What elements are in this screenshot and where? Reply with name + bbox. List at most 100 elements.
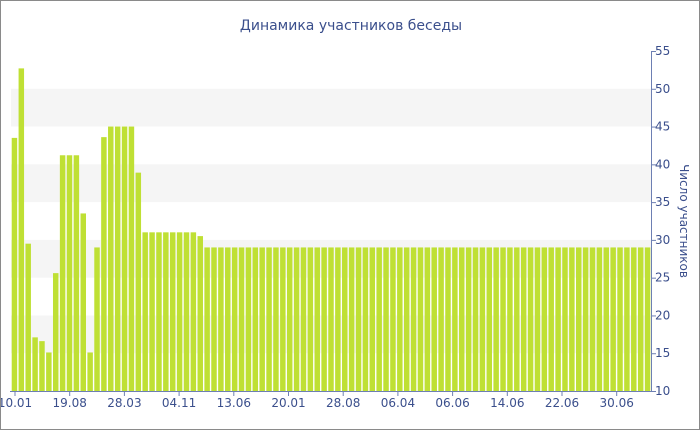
chart-title: Динамика участников беседы <box>240 18 462 34</box>
bar <box>527 247 534 391</box>
bar <box>52 273 59 391</box>
bar <box>204 247 210 391</box>
bar <box>465 247 472 391</box>
bar <box>548 247 554 391</box>
y-tick-label: 10 <box>655 384 670 398</box>
bar <box>390 247 396 391</box>
bar <box>238 247 245 391</box>
x-axis-ticks: 10.01 19.08 28.03 04.11 13.06 20.01 28.08 06.04… <box>1 391 634 410</box>
x-tick-label: 19.08 <box>53 396 87 410</box>
bar <box>459 247 465 391</box>
bar <box>218 247 224 391</box>
y-axis-ticks: 10 15 20 25 30 35 40 45 50 55 <box>651 44 670 398</box>
y-tick-label: 50 <box>655 82 670 96</box>
bar <box>417 247 424 391</box>
x-tick-label: 10.01 <box>1 396 32 410</box>
x-tick-label: 28.03 <box>107 396 141 410</box>
bar <box>348 247 355 391</box>
bar <box>314 247 320 391</box>
bar <box>190 232 197 391</box>
bar <box>562 247 568 391</box>
y-tick-label: 20 <box>655 308 670 322</box>
bar <box>80 213 86 391</box>
bar <box>176 232 183 391</box>
bar <box>438 247 444 391</box>
bar <box>410 247 417 391</box>
bar <box>266 247 272 391</box>
bar <box>121 126 128 391</box>
x-tick-label: 06.04 <box>381 396 415 410</box>
bar <box>259 247 265 391</box>
bar <box>617 247 623 391</box>
bar <box>142 232 148 391</box>
x-tick-label: 06.06 <box>435 396 469 410</box>
bar <box>637 247 644 391</box>
x-tick-label: 20.01 <box>271 396 305 410</box>
bar <box>11 137 18 391</box>
bar <box>39 341 45 391</box>
bar <box>569 247 575 391</box>
bar <box>589 247 596 391</box>
bar <box>87 352 93 391</box>
y-tick-label: 35 <box>655 195 670 209</box>
y-tick-label: 55 <box>655 44 670 58</box>
grid-band <box>11 88 651 127</box>
bar <box>211 247 217 391</box>
bar <box>286 247 293 391</box>
bar <box>576 247 582 391</box>
bar <box>355 247 362 391</box>
bar <box>507 247 513 391</box>
bar <box>183 232 190 391</box>
y-tick-label: 15 <box>655 346 670 360</box>
bar <box>135 172 142 391</box>
bar <box>472 247 479 391</box>
bar <box>300 247 307 391</box>
bar <box>169 232 176 391</box>
bar <box>342 247 348 391</box>
bar <box>534 247 541 391</box>
bar <box>603 247 610 391</box>
x-tick-label: 14.06 <box>490 396 524 410</box>
bar <box>59 155 66 391</box>
bar <box>149 232 155 391</box>
bar <box>624 247 630 391</box>
bar <box>197 236 203 391</box>
bar <box>520 247 527 391</box>
bar <box>514 247 520 391</box>
y-tick-label: 40 <box>655 157 670 171</box>
bar <box>245 247 252 391</box>
bar <box>18 68 25 391</box>
bar <box>493 247 499 391</box>
grid-band <box>11 164 651 203</box>
x-tick-label: 13.06 <box>217 396 251 410</box>
bar <box>46 352 52 391</box>
bar <box>397 247 403 391</box>
bar <box>32 337 38 391</box>
bar <box>582 247 589 391</box>
bar <box>163 232 169 391</box>
bars <box>11 68 651 391</box>
x-tick-label: 22.06 <box>545 396 579 410</box>
bar <box>431 247 437 391</box>
x-tick-label: 04.11 <box>162 396 196 410</box>
bar <box>555 247 561 391</box>
bar <box>631 247 637 391</box>
bar <box>403 247 410 391</box>
bar <box>108 126 114 391</box>
bar <box>328 247 334 391</box>
bar <box>114 126 121 391</box>
bar <box>280 247 286 391</box>
bar <box>66 155 73 391</box>
y-tick-label: 25 <box>655 271 670 285</box>
bar <box>101 137 107 391</box>
bar <box>445 247 451 391</box>
bar <box>424 247 431 391</box>
bar <box>321 247 327 391</box>
bar <box>293 247 300 391</box>
bar <box>500 247 506 391</box>
y-tick-label: 30 <box>655 233 670 247</box>
bar <box>156 232 162 391</box>
bar <box>231 247 238 391</box>
